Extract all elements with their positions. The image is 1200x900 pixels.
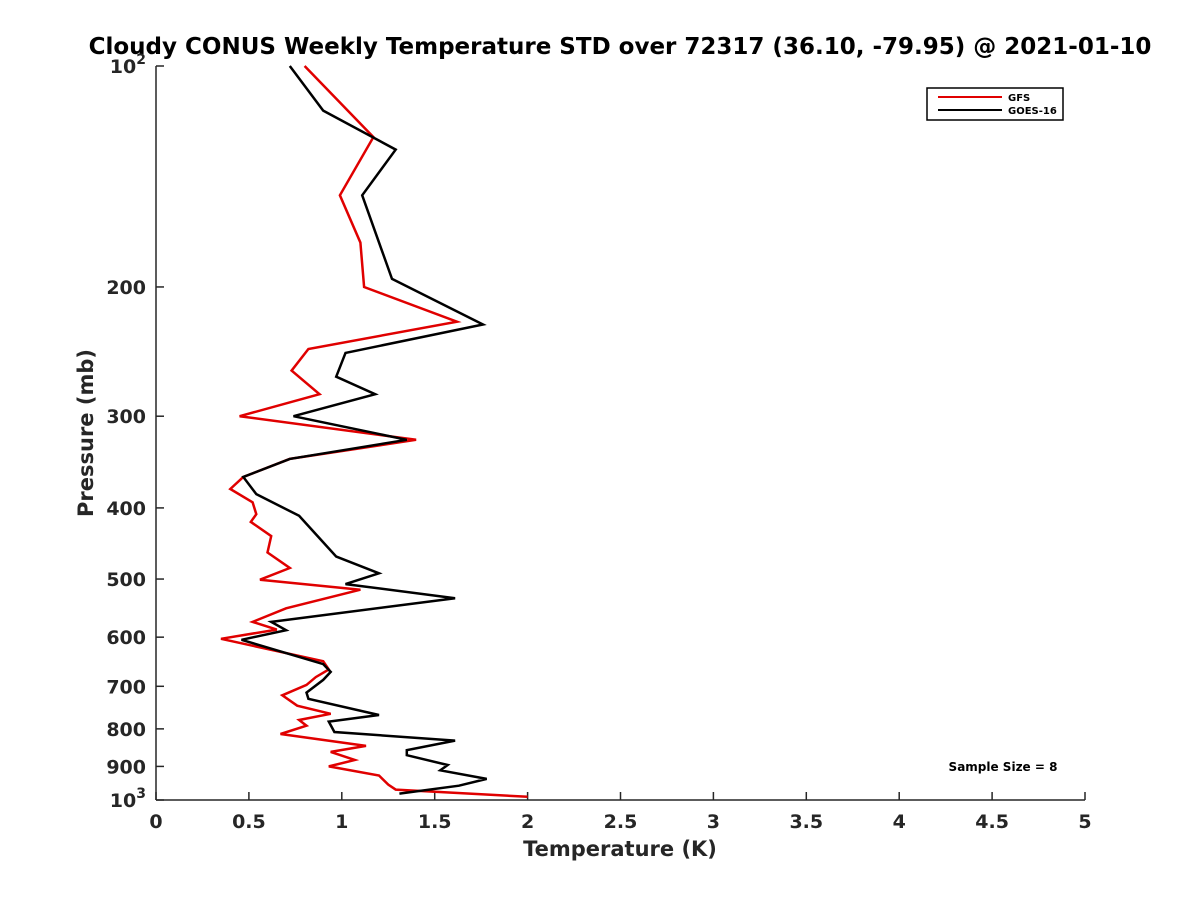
y-axis-label: Pressure (mb) — [74, 349, 98, 517]
sample-size-annotation: Sample Size = 8 — [949, 760, 1058, 774]
y-tick-label: 400 — [106, 498, 146, 520]
plot-area: 0 0.5 1 1.5 2 2.5 3 3.5 4 4.5 5 102 200 300 400 500 600… — [106, 52, 1091, 833]
legend: GFS GOES-16 — [926, 87, 1064, 121]
y-tick-label: 500 — [106, 569, 146, 591]
y-tick-label: 300 — [106, 406, 146, 428]
series-line-gfs — [220, 65, 528, 799]
y-tick-label: 700 — [106, 676, 146, 698]
x-tick-label: 1 — [335, 811, 348, 833]
y-tick-label: 900 — [106, 756, 146, 778]
chart-title: Cloudy CONUS Weekly Temperature STD over… — [89, 34, 1152, 60]
y-ticks: 102 200 300 400 500 600 700 800 900 103 — [106, 52, 164, 812]
y-tick-label: 200 — [106, 277, 146, 299]
x-tick-label: 2 — [521, 811, 534, 833]
x-tick-label: 0 — [149, 811, 162, 833]
x-tick-label: 3.5 — [789, 811, 823, 833]
legend-label-gfs: GFS — [1008, 93, 1030, 104]
x-tick-label: 5 — [1078, 811, 1091, 833]
y-tick-label: 102 — [110, 52, 146, 78]
y-tick-label: 103 — [110, 786, 146, 812]
x-ticks: 0 0.5 1 1.5 2 2.5 3 3.5 4 4.5 5 — [149, 792, 1092, 833]
x-tick-label: 2.5 — [604, 811, 638, 833]
legend-label-goes-16: GOES-16 — [1008, 106, 1057, 117]
legend-box — [926, 87, 1064, 121]
x-axis-label: Temperature (K) — [523, 837, 717, 861]
x-tick-label: 4 — [893, 811, 906, 833]
series-lines — [220, 65, 528, 799]
x-tick-label: 0.5 — [232, 811, 266, 833]
x-tick-label: 3 — [707, 811, 720, 833]
x-tick-label: 1.5 — [418, 811, 452, 833]
series-line-goes-16 — [241, 65, 487, 795]
x-tick-label: 4.5 — [975, 811, 1009, 833]
y-tick-label: 600 — [106, 627, 146, 649]
y-tick-label: 800 — [106, 719, 146, 741]
